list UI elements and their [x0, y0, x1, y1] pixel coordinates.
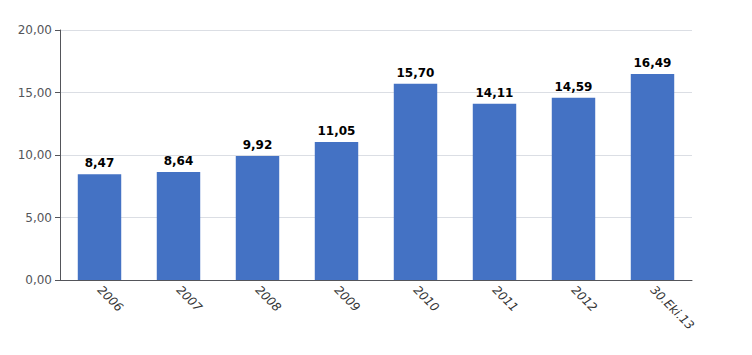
svg-text:15,70: 15,70 — [397, 66, 435, 80]
svg-text:20,00: 20,00 — [18, 23, 52, 37]
svg-text:2010: 2010 — [411, 283, 443, 315]
svg-text:14,11: 14,11 — [476, 86, 514, 100]
svg-text:5,00: 5,00 — [25, 211, 52, 225]
svg-text:10,00: 10,00 — [18, 148, 52, 162]
svg-text:2009: 2009 — [332, 283, 363, 314]
svg-text:2011: 2011 — [490, 283, 521, 314]
svg-text:8,47: 8,47 — [85, 156, 115, 170]
svg-text:0,00: 0,00 — [25, 273, 52, 287]
svg-text:15,00: 15,00 — [18, 86, 52, 100]
svg-text:30.Eki.13: 30.Eki.13 — [648, 283, 697, 332]
svg-text:8,64: 8,64 — [164, 154, 194, 168]
svg-text:2006: 2006 — [95, 283, 127, 315]
svg-text:2007: 2007 — [174, 283, 206, 315]
svg-text:11,05: 11,05 — [318, 124, 356, 138]
svg-text:2008: 2008 — [253, 283, 285, 315]
svg-text:2012: 2012 — [569, 283, 600, 314]
svg-text:16,49: 16,49 — [634, 56, 672, 70]
svg-text:9,92: 9,92 — [243, 138, 273, 152]
svg-text:14,59: 14,59 — [555, 80, 593, 94]
